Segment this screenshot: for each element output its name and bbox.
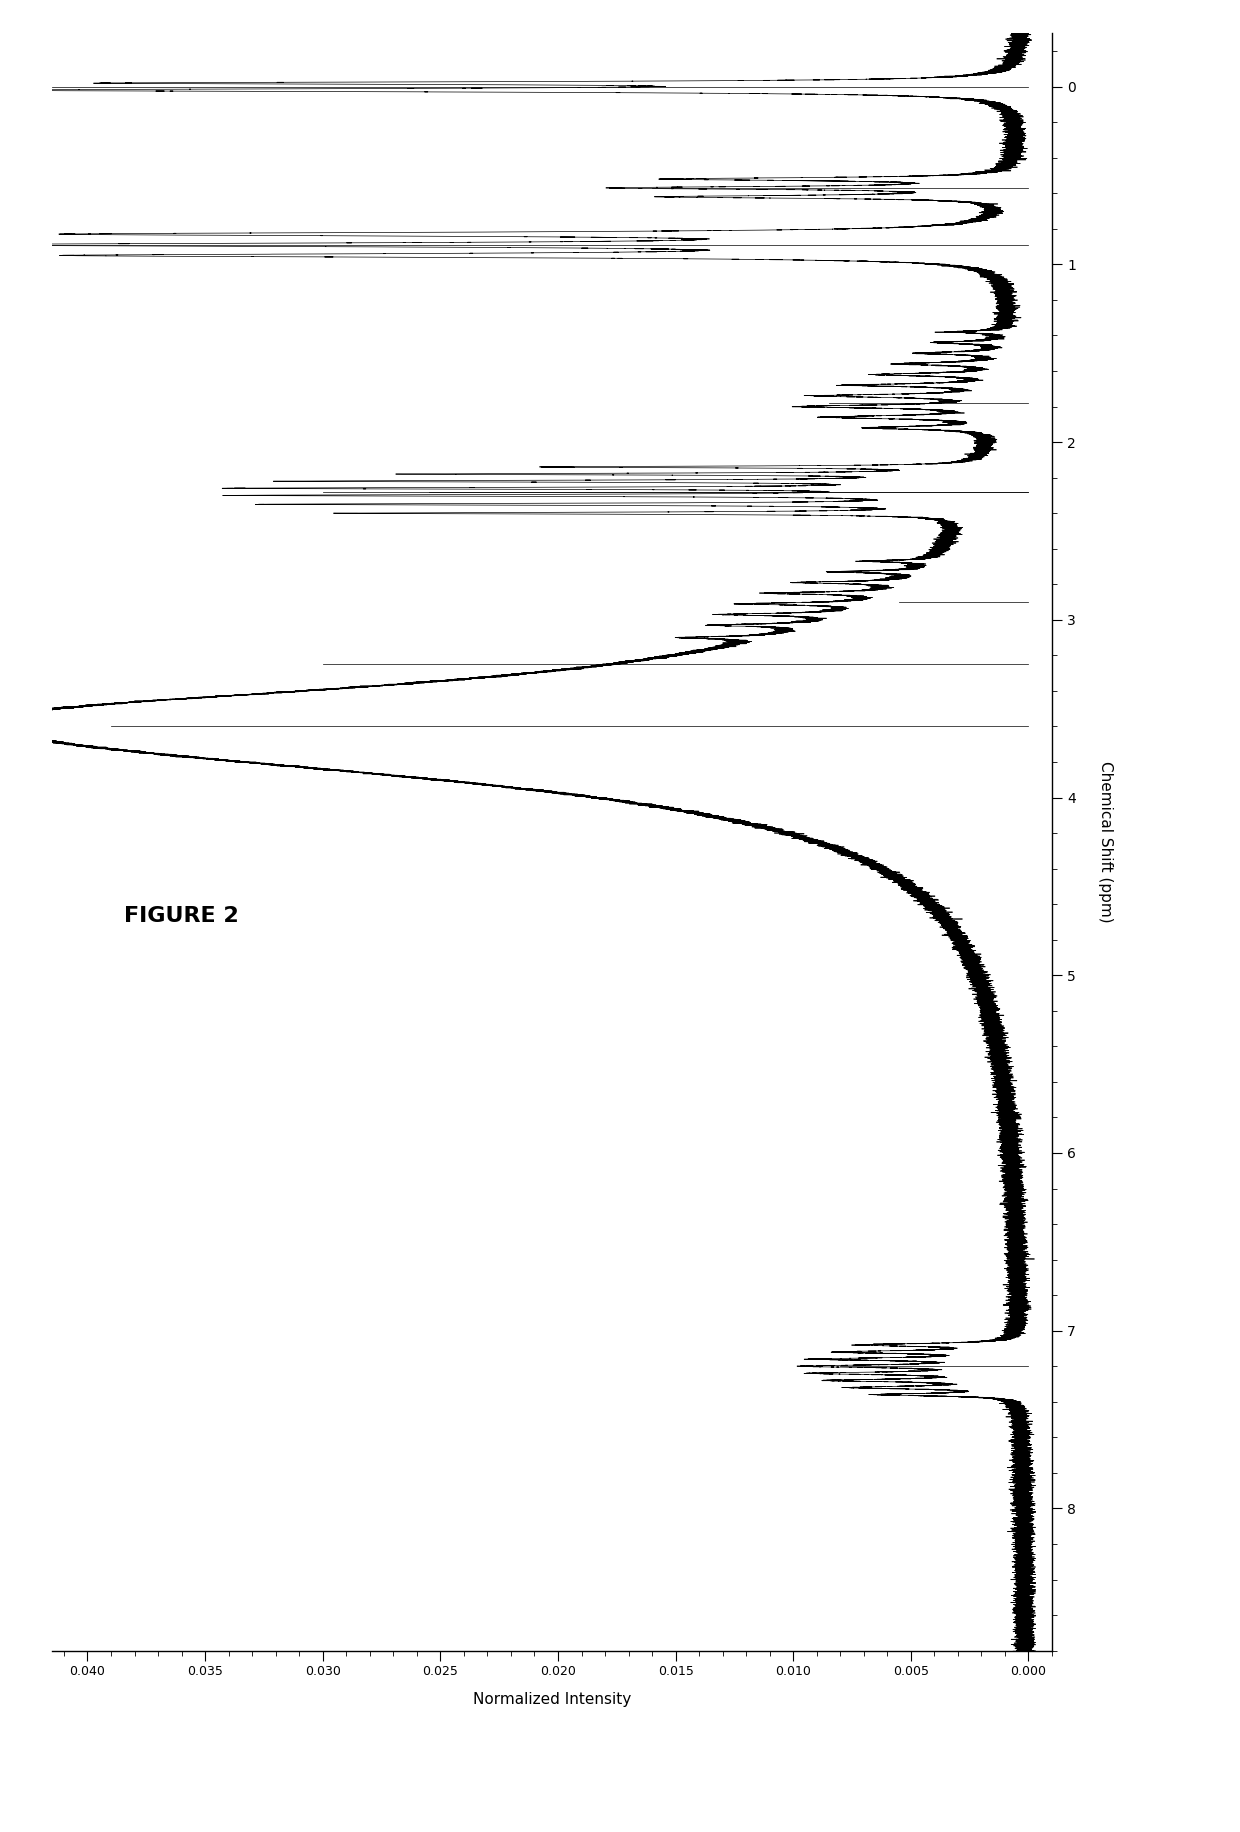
Text: FIGURE 2: FIGURE 2 (124, 907, 239, 925)
X-axis label: Normalized Intensity: Normalized Intensity (472, 1693, 631, 1707)
Y-axis label: Chemical Shift (ppm): Chemical Shift (ppm) (1099, 760, 1114, 923)
